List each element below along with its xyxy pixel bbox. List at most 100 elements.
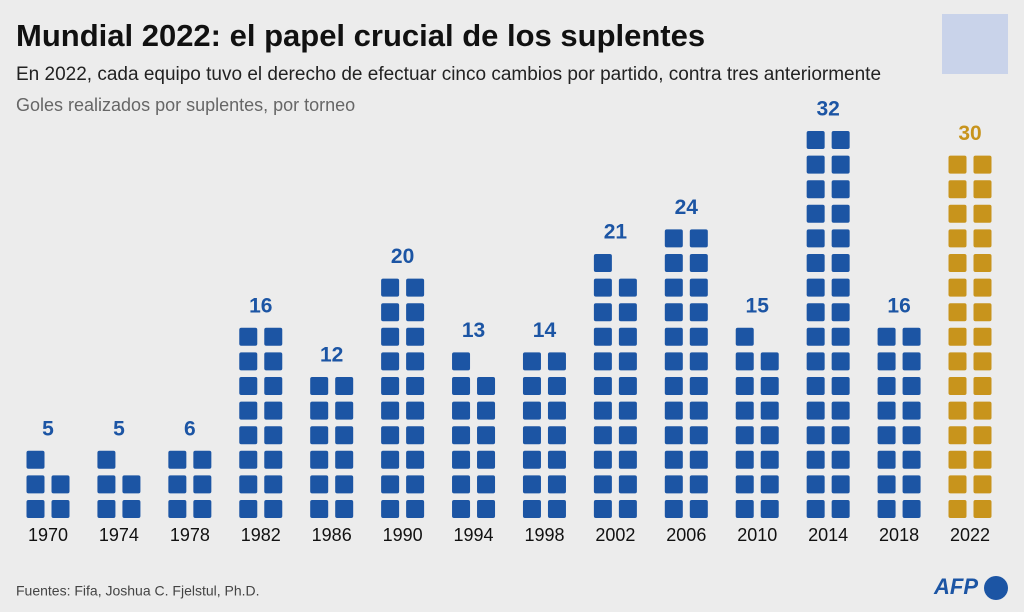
- x-tick-label: 2022: [950, 525, 990, 545]
- unit-square: [973, 377, 992, 395]
- unit-square: [335, 450, 354, 469]
- unit-square: [689, 377, 708, 395]
- logo-text: AFP: [933, 574, 978, 599]
- unit-square: [406, 278, 425, 297]
- chart-subtitle: En 2022, cada equipo tuvo el derecho de …: [16, 64, 881, 85]
- value-label: 5: [42, 417, 54, 440]
- unit-square: [381, 377, 400, 395]
- unit-square: [664, 327, 683, 346]
- unit-square: [664, 278, 683, 297]
- unit-square: [689, 229, 708, 248]
- unit-square: [948, 450, 967, 469]
- unit-square: [664, 352, 683, 371]
- unit-square: [877, 401, 896, 420]
- unit-square: [522, 450, 541, 469]
- unit-square: [593, 500, 612, 518]
- value-label: 24: [675, 196, 699, 219]
- unit-square: [831, 131, 850, 149]
- x-tick-label: 1986: [312, 525, 352, 545]
- unit-square: [381, 327, 400, 346]
- unit-square: [877, 475, 896, 494]
- unit-square: [664, 426, 683, 445]
- unit-square: [973, 450, 992, 469]
- unit-square: [806, 303, 825, 322]
- unit-square: [689, 426, 708, 445]
- unit-stack: [948, 155, 992, 518]
- unit-square: [310, 377, 329, 395]
- unit-square: [902, 352, 921, 371]
- unit-square: [664, 377, 683, 395]
- unit-square: [264, 352, 283, 371]
- x-tick-label: 2018: [879, 525, 919, 545]
- unit-square: [264, 327, 283, 346]
- unit-square: [477, 475, 496, 494]
- unit-square: [831, 352, 850, 371]
- unit-square: [735, 475, 754, 494]
- unit-square: [239, 327, 258, 346]
- unit-square: [310, 401, 329, 420]
- unit-square: [806, 500, 825, 518]
- unit-square: [760, 475, 779, 494]
- unit-square: [406, 426, 425, 445]
- value-label: 15: [746, 294, 770, 317]
- unit-square: [973, 475, 992, 494]
- unit-square: [122, 475, 141, 494]
- unit-square: [831, 450, 850, 469]
- unit-square: [806, 180, 825, 199]
- unit-square: [310, 426, 329, 445]
- unit-square: [381, 500, 400, 518]
- unit-stack: [381, 278, 425, 518]
- unit-square: [902, 450, 921, 469]
- unit-square: [806, 426, 825, 445]
- unit-square: [973, 352, 992, 371]
- unit-square: [264, 377, 283, 395]
- unit-square: [877, 500, 896, 518]
- value-label: 32: [816, 98, 839, 121]
- unit-square: [902, 327, 921, 346]
- unit-square: [877, 426, 896, 445]
- unit-square: [973, 254, 992, 272]
- unit-square: [902, 426, 921, 445]
- unit-square: [618, 450, 637, 469]
- unit-square: [735, 327, 754, 346]
- unit-square: [452, 426, 471, 445]
- unit-square: [310, 450, 329, 469]
- unit-square: [51, 475, 70, 494]
- unit-square: [97, 500, 116, 518]
- unit-square: [239, 426, 258, 445]
- unit-square: [51, 500, 70, 518]
- unit-square: [760, 352, 779, 371]
- unit-stack: [310, 377, 354, 518]
- unit-square: [593, 377, 612, 395]
- unit-square: [618, 377, 637, 395]
- unit-square: [948, 401, 967, 420]
- unit-square: [547, 475, 566, 494]
- unit-square: [948, 204, 967, 223]
- unit-square: [831, 303, 850, 322]
- unit-square: [689, 352, 708, 371]
- unit-square: [877, 352, 896, 371]
- value-label: 13: [462, 319, 485, 342]
- x-tick-label: 1978: [170, 525, 210, 545]
- unit-square: [522, 475, 541, 494]
- unit-square: [593, 327, 612, 346]
- unit-square: [806, 475, 825, 494]
- unit-square: [477, 401, 496, 420]
- unit-square: [547, 377, 566, 395]
- unit-square: [406, 352, 425, 371]
- unit-square: [735, 426, 754, 445]
- unit-square: [831, 401, 850, 420]
- unit-square: [168, 500, 187, 518]
- unit-square: [452, 450, 471, 469]
- unit-square: [547, 450, 566, 469]
- unit-square: [618, 278, 637, 297]
- unit-square: [831, 475, 850, 494]
- unit-square: [689, 450, 708, 469]
- unit-square: [902, 377, 921, 395]
- unit-square: [406, 450, 425, 469]
- unit-square: [193, 475, 212, 494]
- axis-label: Goles realizados por suplentes, por torn…: [16, 95, 355, 115]
- unit-square: [547, 426, 566, 445]
- unit-square: [618, 303, 637, 322]
